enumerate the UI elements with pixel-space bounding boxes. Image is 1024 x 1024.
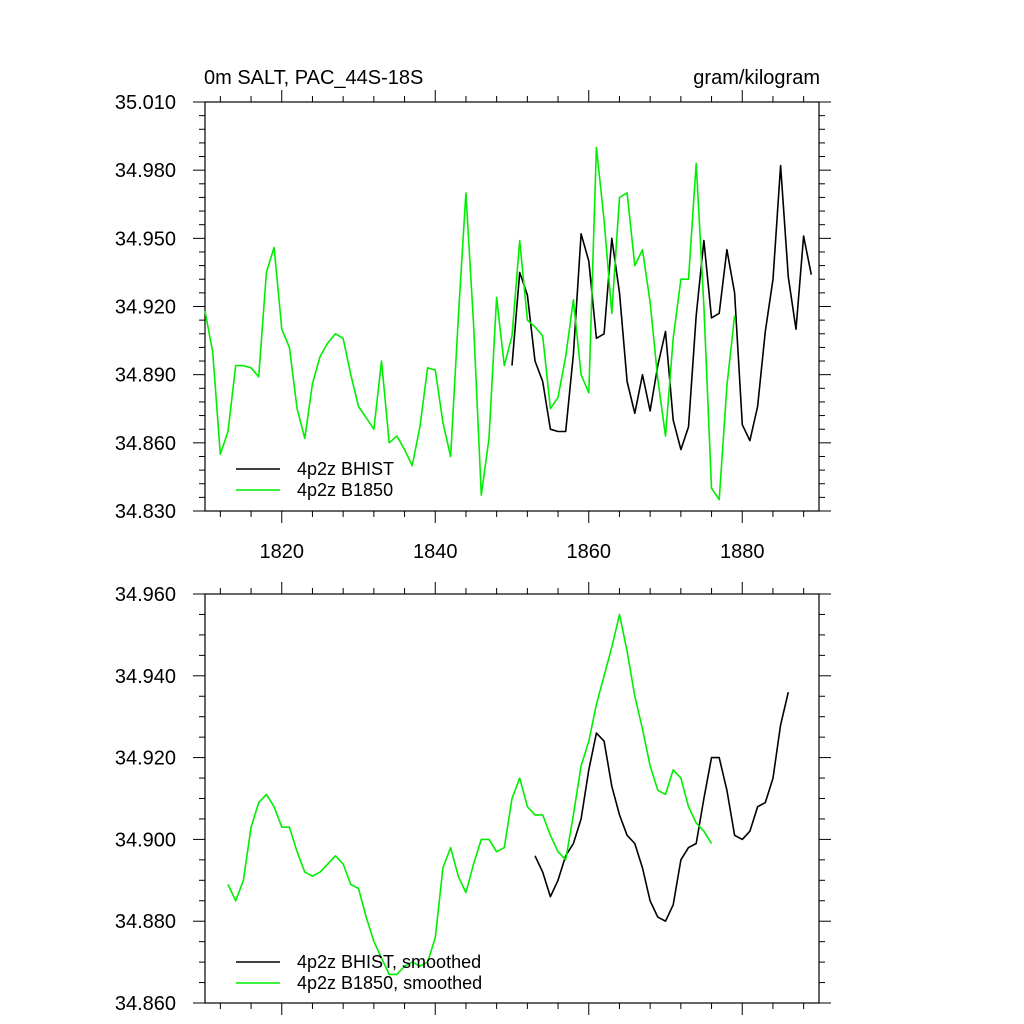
bottom-y-tick-label: 34.900: [115, 829, 176, 851]
top-x-tick-label: 1820: [260, 541, 305, 563]
bottom-series-bhist-line: [534, 692, 790, 923]
left-title: 0m SALT, PAC_44S-18S: [204, 67, 423, 89]
top-y-tick-label: 34.980: [115, 160, 176, 182]
top-x-tick-label: 1880: [720, 541, 765, 563]
top-y-tick-label: 35.010: [115, 92, 176, 114]
top-series-bhist-line: [511, 164, 813, 451]
bottom-legend-label-bhist: 4p2z BHIST, smoothed: [297, 952, 481, 972]
top-y-tick-label: 34.860: [115, 433, 176, 455]
top-y-tick-label: 34.890: [115, 365, 176, 387]
bottom-legend-label-b1850: 4p2z B1850, smoothed: [297, 973, 482, 993]
top-y-tick-label: 34.950: [115, 228, 176, 250]
top-series-b1850-line: [204, 146, 736, 501]
top-y-tick-label: 34.830: [115, 501, 176, 523]
bottom-series-b1850-line: [227, 613, 713, 976]
right-title: gram/kilogram: [693, 67, 820, 89]
top-legend-label-b1850: 4p2z B1850: [297, 480, 393, 500]
top-y-tick-label: 34.920: [115, 297, 176, 319]
bottom-y-tick-label: 34.880: [115, 911, 176, 933]
top-panel: 1820 1840 1860 1880 34.830 34.860 34.890 34.920…: [115, 90, 831, 563]
bottom-y-tick-label: 34.860: [115, 993, 176, 1015]
top-x-tick-label: 1840: [413, 541, 458, 563]
bottom-y-tick-label: 34.960: [115, 584, 176, 606]
bottom-panel: 34.860 34.880 34.900 34.920 34.940 34.960 4p2z…: [115, 582, 831, 1015]
top-legend-label-bhist: 4p2z BHIST: [297, 459, 394, 479]
bottom-y-tick-label: 34.920: [115, 748, 176, 770]
bottom-y-tick-label: 34.940: [115, 666, 176, 688]
top-x-tick-label: 1860: [567, 541, 612, 563]
